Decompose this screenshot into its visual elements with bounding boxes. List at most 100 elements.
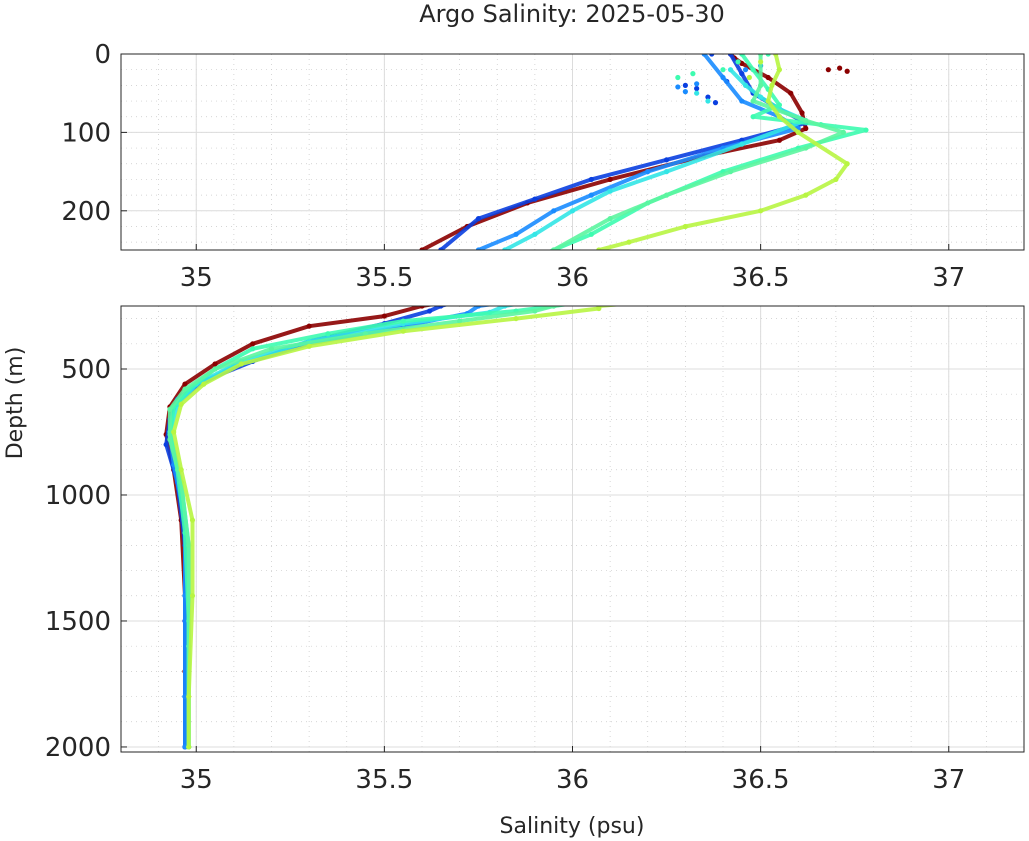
data-point-profile-springgreen	[663, 192, 670, 198]
y-axis-label: Depth (m)	[3, 347, 28, 460]
upper-series	[418, 54, 869, 268]
x-tick-label: 35	[180, 263, 213, 293]
data-point-profile-blue	[427, 263, 432, 268]
data-point-profile-cyan	[569, 208, 576, 214]
data-point-profile-yellowgreen	[186, 693, 192, 700]
data-point-profile-yellowgreen	[833, 176, 839, 183]
data-point-profile-azure	[588, 192, 594, 198]
data-point-profile-cyan	[758, 94, 764, 100]
data-point-profile-azure	[720, 74, 726, 81]
data-point-profile-blue	[163, 441, 169, 448]
data-point-profile-azure	[513, 231, 519, 237]
data-point-profile-darkred	[803, 125, 809, 132]
x-tick-label: 37	[932, 765, 965, 795]
data-point-profile-springgreen	[758, 82, 764, 88]
scatter-point-profile-blue	[709, 54, 715, 57]
data-point-profile-yellowgreen	[189, 517, 196, 523]
data-point-profile-yellowgreen	[596, 306, 602, 312]
data-point-profile-azure	[701, 54, 707, 57]
data-point-profile-azure	[475, 306, 482, 309]
data-point-profile-darkred	[465, 296, 470, 301]
upper-panel: 35 35.5 36 36.5 37 0 100 200	[61, 40, 1025, 293]
scatter-point-profile-darkred	[825, 67, 831, 73]
scatter-point-profile-cyan	[694, 90, 700, 96]
scatter-point-profile-blue	[682, 82, 688, 88]
data-point-profile-yellowgreen	[776, 114, 783, 120]
lower-series-clip	[163, 293, 688, 750]
data-point-profile-yellowgreen	[682, 223, 688, 230]
data-point-profile-springgreen	[212, 366, 218, 372]
data-point-profile-yellowgreen	[186, 744, 192, 750]
data-point-profile-darkred	[788, 90, 794, 96]
data-point-profile-aquamarine	[750, 67, 756, 73]
data-point-profile-darkred	[776, 137, 783, 143]
scatter-point-profile-azure	[694, 81, 700, 87]
data-point-profile-yellowgreen	[178, 467, 184, 473]
scatter-point-profile-aquamarine	[720, 67, 726, 73]
upper-y-ticks: 0 100 200	[61, 40, 127, 227]
data-point-profile-darkred	[306, 323, 312, 329]
data-point-profile-yellowgreen	[400, 328, 406, 334]
data-point-profile-aquamarine	[739, 54, 745, 57]
data-point-profile-aquamarine	[776, 102, 783, 108]
lower-panel: 35 35.5 36 36.5 37 500 1000 1500 2000	[45, 293, 1025, 795]
data-point-profile-azure	[739, 98, 745, 104]
scatter-point-profile-blue	[712, 100, 719, 106]
data-point-profile-springgreen	[803, 118, 809, 124]
y-tick-label: 1500	[45, 607, 111, 637]
data-point-profile-blue	[476, 293, 481, 298]
data-point-profile-springgreen	[457, 318, 463, 324]
x-tick-label: 35.5	[355, 263, 413, 293]
data-point-profile-yellowgreen	[178, 401, 184, 407]
data-point-profile-springgreen	[840, 129, 847, 135]
data-point-profile-springgreen	[551, 247, 557, 250]
data-point-profile-yellowgreen	[773, 54, 779, 57]
data-point-profile-darkred	[250, 341, 256, 347]
data-point-profile-springgreen	[532, 308, 538, 314]
data-point-profile-yellowgreen	[803, 192, 809, 198]
scatter-point-profile-azure	[682, 89, 688, 95]
scatter-point-profile-aquamarine	[675, 74, 681, 81]
data-point-profile-cyan	[727, 67, 734, 73]
y-tick-label: 1000	[45, 481, 111, 511]
data-point-profile-aquamarine	[750, 114, 756, 120]
data-point-profile-azure	[182, 693, 188, 700]
data-point-profile-springgreen	[803, 145, 809, 151]
scatter-point-profile-cyan	[705, 98, 711, 104]
data-point-profile-yellowgreen	[844, 161, 850, 167]
series-line-profile-yellowgreen	[596, 54, 850, 250]
y-tick-label: 2000	[45, 733, 111, 763]
data-point-profile-springgreen	[551, 306, 557, 309]
data-point-profile-cyan	[739, 141, 745, 147]
lower-y-ticks: 500 1000 1500 2000	[45, 355, 127, 763]
data-point-profile-springgreen	[167, 436, 173, 443]
data-point-profile-darkred	[182, 381, 188, 387]
data-point-profile-yellowgreen	[769, 82, 775, 88]
x-tick-label: 35.5	[355, 765, 413, 795]
data-point-profile-springgreen	[608, 293, 613, 298]
data-point-profile-blue	[475, 216, 482, 222]
data-point-profile-aquamarine	[863, 127, 869, 133]
upper-x-ticks: 35 35.5 36 36.5 37	[180, 244, 965, 293]
scatter-point-profile-yellowgreen	[746, 74, 752, 81]
x-tick-label: 36.5	[732, 263, 790, 293]
data-point-profile-cyan	[532, 231, 538, 237]
scatter-point-profile-azure	[675, 84, 681, 90]
data-point-profile-blue	[727, 54, 734, 57]
scatter-point-profile-yellowgreen	[758, 59, 764, 65]
data-point-profile-yellowgreen	[306, 343, 312, 349]
data-point-profile-azure	[513, 298, 518, 303]
scatter-point-profile-aquamarine	[690, 71, 696, 77]
chart-title: Argo Salinity: 2025-05-30	[419, 0, 725, 28]
data-point-profile-yellowgreen	[683, 296, 688, 301]
data-point-profile-aquamarine	[250, 346, 256, 352]
data-point-profile-darkred	[419, 247, 425, 250]
data-point-profile-darkred	[212, 361, 218, 367]
data-point-profile-yellowgreen	[238, 361, 244, 367]
data-point-profile-aquamarine	[325, 331, 331, 337]
data-point-profile-yellowgreen	[596, 247, 602, 250]
data-point-profile-aquamarine	[588, 231, 594, 237]
data-point-profile-cyan	[502, 306, 508, 309]
y-tick-label: 100	[61, 118, 111, 148]
data-point-profile-darkred	[799, 110, 805, 116]
